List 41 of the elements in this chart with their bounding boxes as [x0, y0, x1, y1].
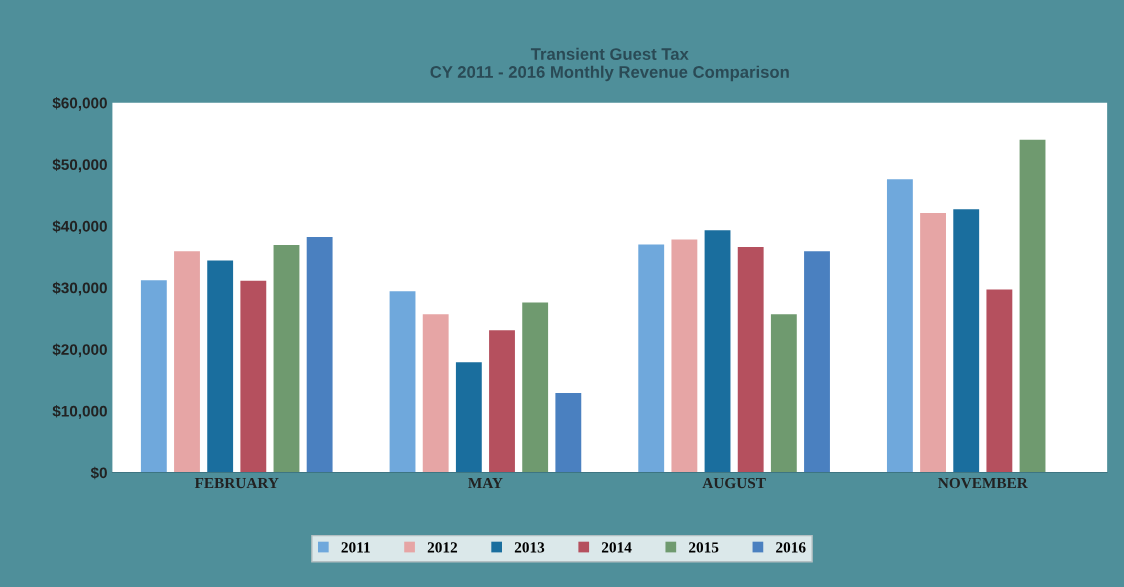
y-tick-label: $20,000 — [52, 343, 107, 358]
bar — [522, 302, 549, 473]
y-tick-label: $30,000 — [52, 281, 107, 296]
y-tick-label: $50,000 — [52, 158, 107, 173]
bar — [489, 330, 515, 473]
bar — [306, 237, 333, 473]
bar — [986, 289, 1013, 473]
bar — [671, 239, 698, 473]
bar — [422, 314, 449, 473]
bar — [140, 280, 167, 473]
bar — [174, 251, 200, 473]
legend-label: 2013 — [514, 542, 545, 553]
bar — [886, 179, 913, 473]
bar — [953, 209, 980, 473]
bar — [389, 291, 416, 473]
bar — [240, 280, 267, 473]
y-tick-label: $60,000 — [52, 96, 107, 111]
y-tick-label: $10,000 — [52, 405, 107, 419]
x-tick-label: FEBRUARY — [194, 477, 279, 489]
bar — [804, 251, 830, 473]
bar — [1019, 139, 1046, 473]
legend-label: 2016 — [776, 542, 806, 553]
x-tick-label: AUGUST — [702, 477, 766, 489]
bar — [704, 230, 731, 473]
bar — [273, 245, 300, 473]
legend-label: 2015 — [689, 542, 719, 553]
bar — [920, 213, 946, 473]
bar — [455, 362, 482, 473]
bar — [207, 260, 234, 473]
chart-title: Transient Guest Tax CY 2011 - 2016 Monthly Revenue Comparison — [430, 47, 789, 82]
x-tick-label: NOVEMBER — [938, 477, 1028, 489]
bar — [770, 314, 797, 473]
x-tick-label: MAY — [468, 477, 503, 488]
bar — [638, 244, 665, 473]
y-tick-label: $40,000 — [52, 220, 107, 234]
y-tick-label: $0 — [90, 466, 107, 480]
bar — [737, 246, 764, 473]
legend-label: 2014 — [601, 542, 632, 553]
legend-label: 2012 — [427, 542, 458, 553]
legend-label: 2011 — [341, 542, 370, 553]
bar — [555, 393, 582, 473]
